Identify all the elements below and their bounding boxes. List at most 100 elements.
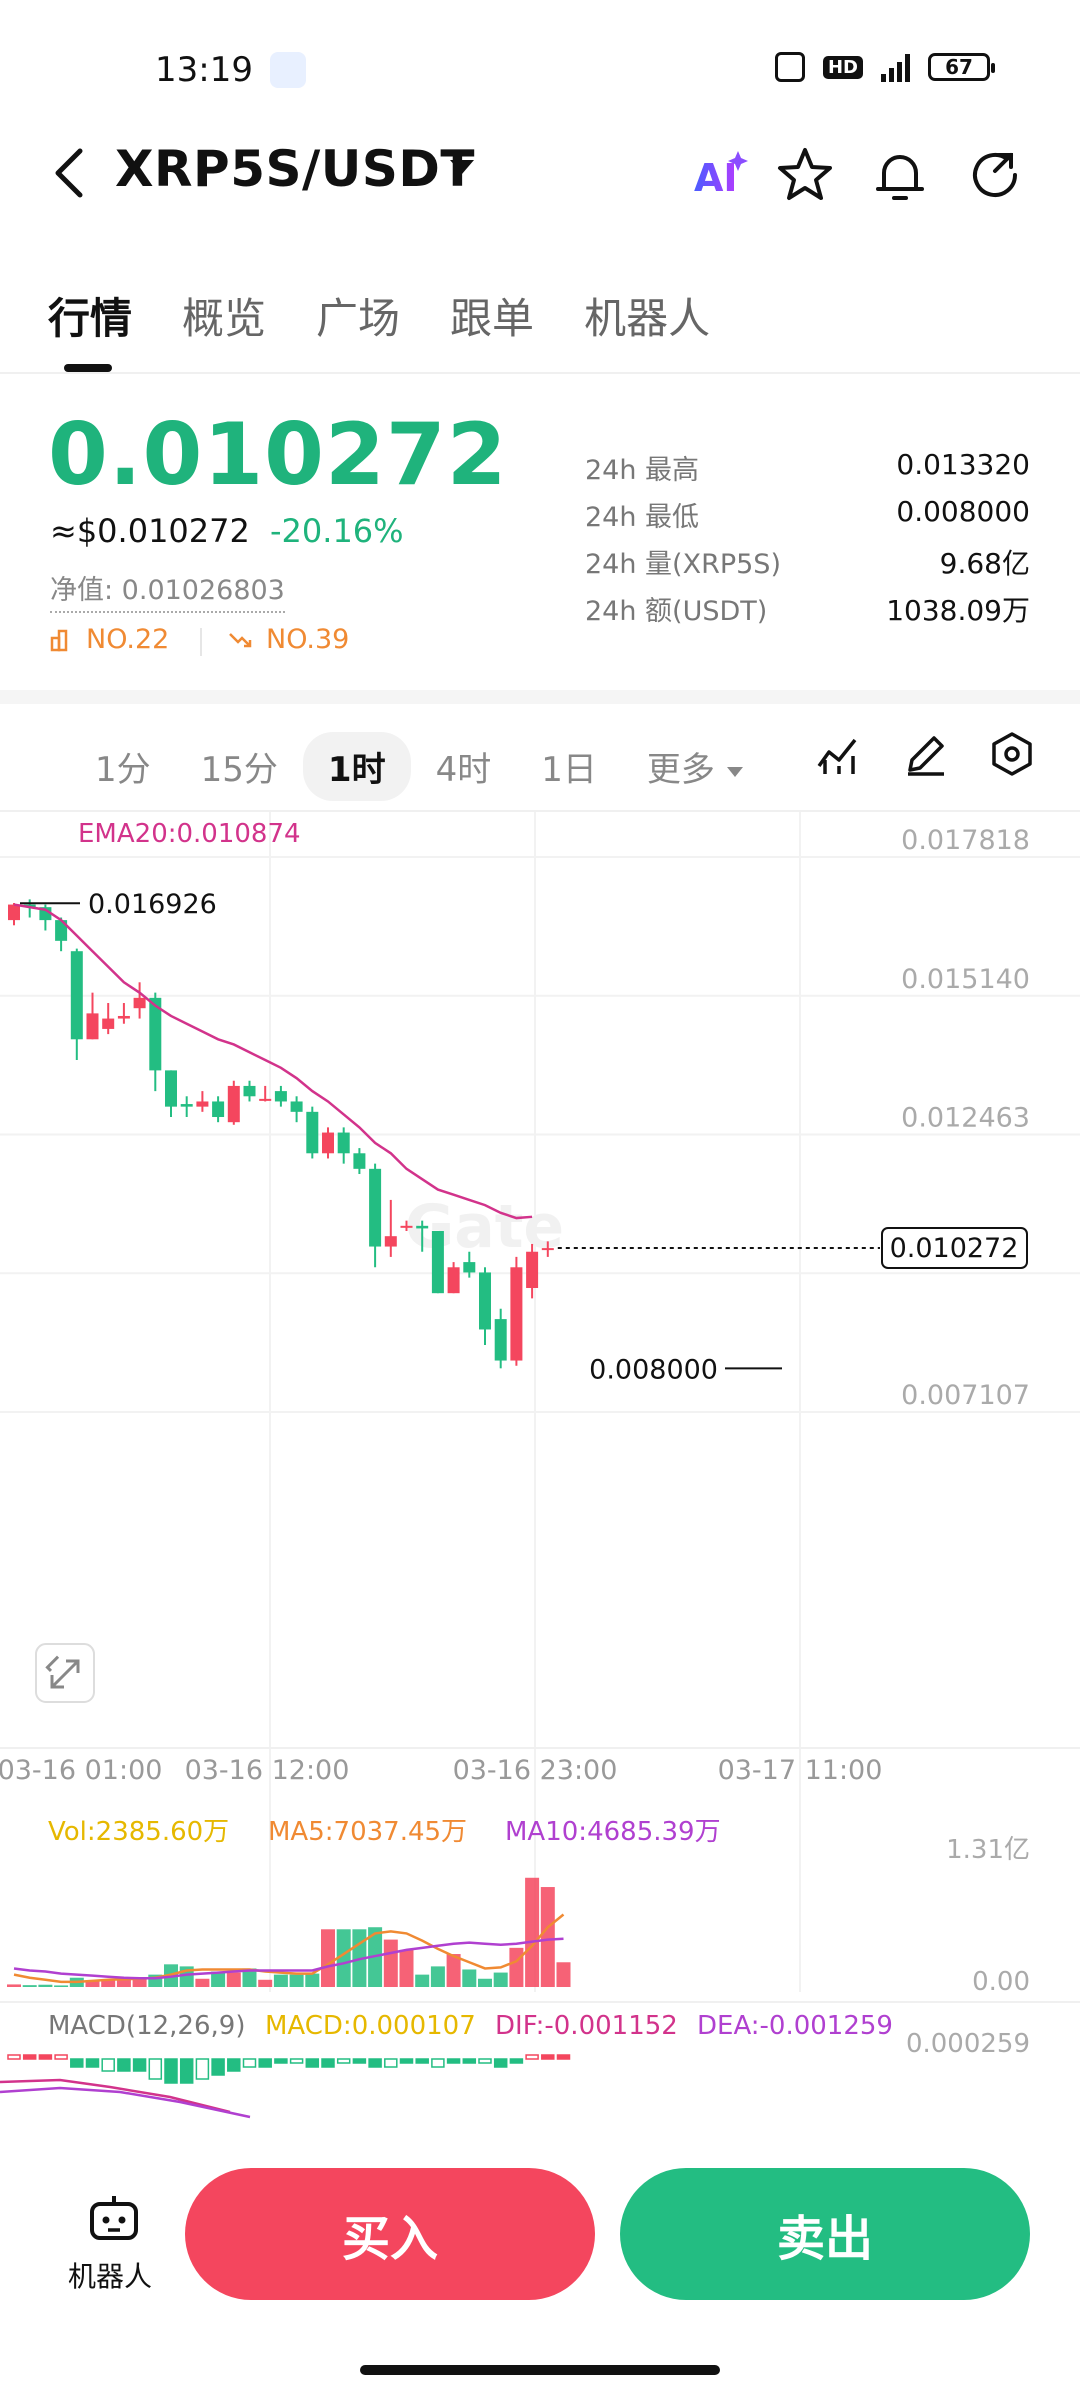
expand-icon[interactable] <box>35 1643 95 1703</box>
star-icon[interactable] <box>775 145 835 205</box>
rank-separator <box>200 628 202 656</box>
candle-body <box>541 1248 554 1251</box>
interval-more[interactable]: 更多 <box>622 732 768 801</box>
macd-bar <box>399 2058 414 2064</box>
buy-button[interactable]: 买入 <box>185 2168 595 2300</box>
rank-loser[interactable]: NO.39 <box>228 624 349 655</box>
interval-1m[interactable]: 1分 <box>95 750 151 790</box>
price-tick-label: 0.012463 <box>901 1103 1030 1134</box>
dea-line <box>0 2086 251 2119</box>
interval-4h[interactable]: 4时 <box>435 750 492 790</box>
tab-overview[interactable]: 概览 <box>182 294 267 343</box>
ma5-label: MA5:7037.45万 <box>268 1817 467 1847</box>
macd-bar <box>509 2058 524 2064</box>
battery-icon: 67 <box>928 53 995 81</box>
candle-body <box>274 1091 287 1102</box>
rank-loser-label: NO.39 <box>266 624 350 655</box>
macd-title: MACD(12,26,9) <box>48 2011 245 2041</box>
settings-hexagon-icon[interactable] <box>988 730 1036 778</box>
draw-pencil-icon[interactable] <box>902 730 950 778</box>
rank-hot-label: NO.22 <box>86 624 170 655</box>
volume-bars <box>7 1877 571 1987</box>
interval-1h[interactable]: 1时 <box>302 732 411 801</box>
net-value[interactable]: 净值: 0.01026803 <box>50 568 285 613</box>
tab-robot[interactable]: 机器人 <box>584 294 711 343</box>
candle-body <box>306 1111 319 1154</box>
sell-button[interactable]: 卖出 <box>620 2168 1030 2300</box>
bell-icon[interactable] <box>870 145 930 205</box>
macd-bar <box>525 2054 539 2060</box>
tab-square[interactable]: 广场 <box>316 294 401 343</box>
back-icon[interactable] <box>50 145 90 201</box>
volume-bar <box>525 1877 540 1987</box>
stat-low-value: 0.008000 <box>896 495 1030 528</box>
price-tick-label: 0.015140 <box>901 964 1030 995</box>
stat-amount-value: 1038.09万 <box>886 594 1030 627</box>
ai-icon[interactable]: AI <box>690 145 750 205</box>
candlestick-chart[interactable]: Gate EMA20:0.010874 0.0178180.0151400.01… <box>0 812 1080 2122</box>
pair-dropdown-icon[interactable] <box>450 160 474 174</box>
robot-icon[interactable] <box>86 2190 142 2246</box>
stat-volume-label: 24h 量(XRP5S) <box>585 549 781 580</box>
volume-bar <box>289 1974 304 1987</box>
robot-label[interactable]: 机器人 <box>68 2260 153 2293</box>
hd-badge: HD <box>822 55 863 79</box>
macd-bar <box>117 2058 131 2072</box>
vol-tick-top: 1.31亿 <box>946 1835 1030 1865</box>
indicator-icon[interactable] <box>815 730 863 778</box>
candle-body <box>259 1098 272 1101</box>
tab-market[interactable]: 行情 <box>48 294 133 343</box>
macd-bar <box>462 2058 477 2064</box>
vol-label: Vol:2385.60万 <box>48 1817 229 1847</box>
macd-bar <box>132 2058 147 2072</box>
candle-body <box>400 1225 413 1228</box>
volume-bar <box>336 1929 351 1987</box>
macd-bar <box>336 2058 351 2064</box>
candle-body <box>133 997 146 1009</box>
ma5-line <box>13 1913 565 1984</box>
low-marker-label: 0.008000 <box>589 1354 718 1385</box>
candle-body <box>243 1085 256 1097</box>
interval-15m[interactable]: 15分 <box>200 750 278 790</box>
volume-bar <box>493 1972 508 1987</box>
macd-histogram <box>7 2054 571 2084</box>
tab-copy-trade[interactable]: 跟单 <box>450 294 535 343</box>
volume-bar <box>226 1972 241 1987</box>
candle-body <box>290 1101 303 1112</box>
macd-bar <box>148 2058 163 2080</box>
pair-title[interactable]: XRP5S/USDT <box>115 140 475 198</box>
macd-bar <box>54 2054 68 2060</box>
interval-more-label: 更多 <box>646 750 715 790</box>
candle-body <box>463 1262 476 1273</box>
time-axis: 03-16 01:00 03-16 12:00 03-16 23:00 03-17 1… <box>0 1755 882 1786</box>
macd-bar <box>305 2058 320 2068</box>
last-price-label: 0.010272 <box>890 1233 1019 1264</box>
candle-body <box>384 1236 397 1247</box>
dif-value: DIF:-0.001152 <box>495 2011 678 2041</box>
candle-body <box>337 1132 350 1154</box>
volume-bar <box>383 1939 398 1987</box>
dea-value: DEA:-0.001259 <box>697 2011 893 2041</box>
candle-body <box>510 1267 523 1361</box>
macd-bar <box>493 2058 508 2068</box>
divider <box>0 810 1080 812</box>
macd-bar <box>7 2054 21 2060</box>
time-tick-label: 03-16 12:00 <box>185 1755 350 1786</box>
volume-bar <box>85 1980 100 1987</box>
volume-bar <box>101 1979 116 1987</box>
candle-body <box>55 920 68 941</box>
main-tabs: 行情 概览 广场 跟单 机器人 <box>48 285 710 346</box>
gate-app-icon <box>270 52 306 88</box>
candle-body <box>416 1225 429 1229</box>
time-tick-label: 03-17 11:00 <box>718 1755 883 1786</box>
candle-body <box>212 1101 225 1118</box>
volume-bar <box>305 1973 320 1987</box>
volume-bar <box>242 1968 257 1987</box>
interval-1d[interactable]: 1日 <box>541 750 597 790</box>
rank-hot[interactable]: NO.22 <box>50 624 169 655</box>
volume-bar <box>462 1969 477 1987</box>
signal-icon <box>881 52 910 82</box>
candle-body <box>369 1168 382 1247</box>
macd-value: MACD:0.000107 <box>265 2011 476 2041</box>
share-icon[interactable] <box>965 145 1025 205</box>
